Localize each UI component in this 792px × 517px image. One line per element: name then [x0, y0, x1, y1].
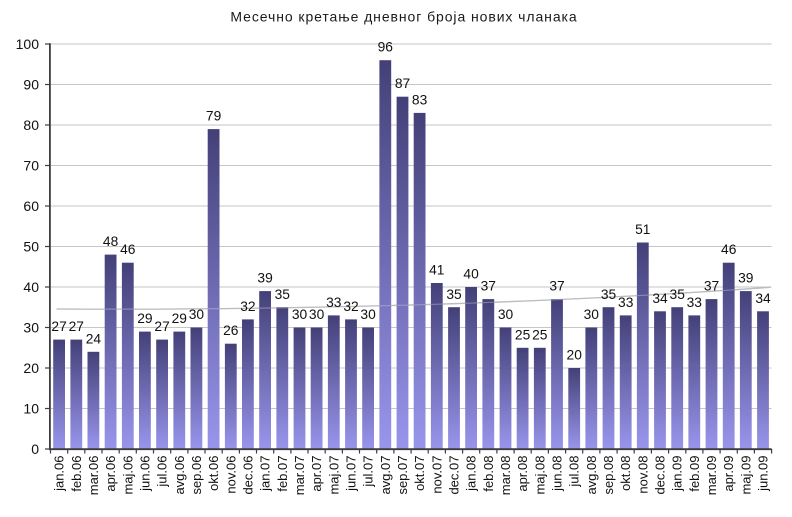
svg-text:50: 50 [23, 239, 39, 255]
svg-text:32: 32 [343, 299, 358, 314]
svg-text:jan.07: jan.07 [258, 456, 273, 492]
svg-text:30: 30 [498, 307, 514, 322]
svg-text:okt.07: okt.07 [412, 456, 427, 491]
svg-text:51: 51 [635, 222, 650, 237]
svg-text:jan.06: jan.06 [52, 456, 67, 492]
svg-text:35: 35 [601, 287, 617, 302]
svg-text:96: 96 [378, 40, 394, 55]
svg-text:83: 83 [412, 92, 428, 107]
svg-text:maj.09: maj.09 [738, 456, 753, 495]
svg-text:35: 35 [275, 287, 291, 302]
svg-text:30: 30 [189, 307, 205, 322]
svg-text:feb.09: feb.09 [687, 456, 702, 492]
svg-text:Месечно кретање дневног броја: Месечно кретање дневног броја нових члан… [230, 9, 577, 25]
svg-text:okt.08: okt.08 [618, 456, 633, 491]
svg-text:41: 41 [429, 263, 444, 278]
svg-text:dec.08: dec.08 [653, 456, 668, 495]
svg-text:avg.06: avg.06 [172, 456, 187, 495]
svg-text:37: 37 [549, 279, 564, 294]
svg-text:27: 27 [69, 319, 84, 334]
svg-text:30: 30 [360, 307, 376, 322]
svg-text:32: 32 [240, 299, 255, 314]
svg-text:mar.06: mar.06 [86, 456, 101, 496]
svg-text:feb.08: feb.08 [481, 456, 496, 492]
svg-text:nov.07: nov.07 [429, 456, 444, 494]
svg-text:dec.07: dec.07 [447, 456, 462, 495]
svg-text:10: 10 [23, 401, 39, 417]
svg-text:jun.08: jun.08 [550, 456, 565, 492]
svg-text:34: 34 [652, 291, 668, 306]
svg-text:37: 37 [704, 279, 719, 294]
svg-text:80: 80 [23, 117, 39, 133]
svg-text:apr.07: apr.07 [309, 456, 324, 492]
svg-text:29: 29 [137, 311, 153, 326]
svg-text:40: 40 [23, 279, 39, 295]
svg-text:26: 26 [223, 323, 239, 338]
svg-text:35: 35 [446, 287, 462, 302]
svg-text:33: 33 [618, 295, 634, 310]
svg-text:maj.08: maj.08 [532, 456, 547, 495]
svg-text:37: 37 [481, 279, 496, 294]
svg-text:jul.08: jul.08 [567, 456, 582, 488]
svg-text:mar.08: mar.08 [498, 456, 513, 496]
svg-text:30: 30 [309, 307, 325, 322]
svg-text:apr.08: apr.08 [515, 456, 530, 492]
svg-text:mar.09: mar.09 [704, 456, 719, 496]
svg-text:jun.06: jun.06 [137, 456, 152, 492]
svg-text:nov.08: nov.08 [635, 456, 650, 494]
svg-text:apr.06: apr.06 [103, 456, 118, 492]
svg-text:jul.07: jul.07 [361, 456, 376, 488]
svg-text:0: 0 [31, 441, 39, 457]
svg-text:27: 27 [51, 319, 66, 334]
svg-text:sep.08: sep.08 [601, 456, 616, 495]
svg-text:dec.06: dec.06 [240, 456, 255, 495]
svg-text:jun.09: jun.09 [756, 456, 771, 492]
svg-text:avg.08: avg.08 [584, 456, 599, 495]
svg-text:40: 40 [463, 267, 479, 282]
svg-text:jan.09: jan.09 [670, 456, 685, 492]
svg-text:sep.06: sep.06 [189, 456, 204, 495]
svg-text:27: 27 [154, 319, 169, 334]
svg-text:34: 34 [755, 291, 771, 306]
svg-text:okt.06: okt.06 [206, 456, 221, 491]
svg-text:33: 33 [687, 295, 703, 310]
svg-text:90: 90 [23, 77, 39, 93]
svg-text:25: 25 [515, 327, 531, 342]
svg-text:30: 30 [23, 320, 39, 336]
svg-text:nov.06: nov.06 [223, 456, 238, 494]
svg-text:avg.07: avg.07 [378, 456, 393, 495]
svg-text:30: 30 [584, 307, 600, 322]
svg-text:20: 20 [567, 348, 583, 363]
svg-text:maj.06: maj.06 [120, 456, 135, 495]
svg-text:30: 30 [292, 307, 308, 322]
svg-text:48: 48 [103, 234, 119, 249]
svg-text:jul.06: jul.06 [155, 456, 170, 488]
svg-text:60: 60 [23, 198, 39, 214]
svg-text:jan.08: jan.08 [464, 456, 479, 492]
svg-text:sep.07: sep.07 [395, 456, 410, 495]
svg-text:25: 25 [532, 327, 548, 342]
svg-text:jun.07: jun.07 [344, 456, 359, 492]
svg-text:24: 24 [86, 331, 102, 346]
svg-text:20: 20 [23, 360, 39, 376]
svg-text:feb.07: feb.07 [275, 456, 290, 492]
svg-text:100: 100 [16, 36, 40, 52]
svg-text:29: 29 [172, 311, 188, 326]
svg-text:maj.07: maj.07 [326, 456, 341, 495]
svg-text:33: 33 [326, 295, 342, 310]
svg-text:70: 70 [23, 158, 39, 174]
svg-text:39: 39 [257, 271, 273, 286]
svg-text:79: 79 [206, 109, 222, 124]
svg-text:39: 39 [738, 271, 754, 286]
svg-text:46: 46 [721, 242, 737, 257]
svg-text:apr.09: apr.09 [721, 456, 736, 492]
svg-text:feb.06: feb.06 [69, 456, 84, 492]
svg-text:87: 87 [395, 76, 410, 91]
svg-text:mar.07: mar.07 [292, 456, 307, 496]
svg-text:46: 46 [120, 242, 136, 257]
svg-text:35: 35 [670, 287, 686, 302]
